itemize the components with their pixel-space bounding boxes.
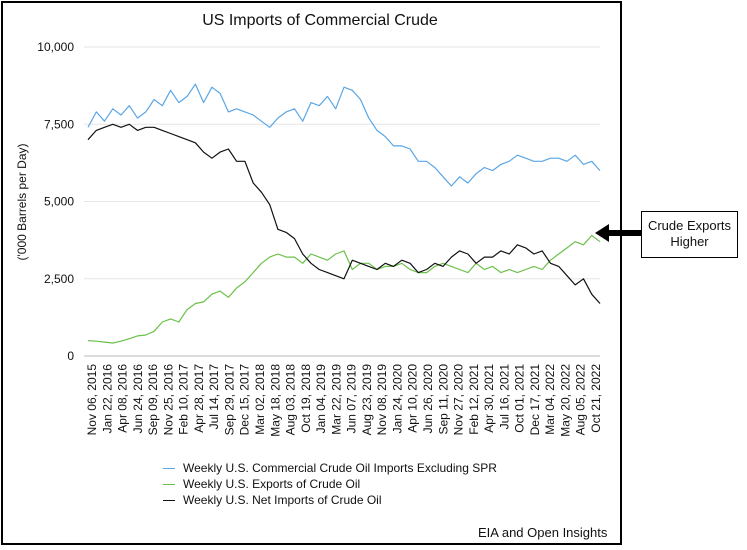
x-tick-label: Dec 17, 2021 [528,364,542,436]
callout-line-1: Crude Exports [647,218,732,233]
x-tick-label: Mar 04, 2022 [543,364,557,435]
y-tick-label: 2,500 [44,272,74,286]
x-tick-label: Mar 22, 2019 [329,364,343,435]
x-tick-label: Jan 24, 2020 [390,364,404,434]
x-tick-label: Aug 03, 2018 [284,364,298,436]
x-tick-label: Nov 06, 2015 [85,364,99,436]
y-axis-label: ('000 Barrels per Day) [15,143,29,260]
x-tick-label: Jul 14, 2017 [207,364,221,430]
y-tick-label: 10,000 [37,40,74,54]
x-tick-label: Feb 12, 2021 [467,364,481,435]
legend-swatch-exports [163,484,175,486]
x-tick-label: May 20, 2022 [558,364,572,437]
y-tick-label: 7,500 [44,117,74,131]
x-tick-label: Aug 23, 2019 [360,364,374,436]
x-tick-label: Oct 21, 2022 [589,364,603,433]
x-tick-label: May 18, 2018 [268,364,282,437]
chart-frame [1,1,622,545]
x-tick-label: Jun 26, 2020 [421,364,435,434]
series-lines [87,83,601,344]
x-tick-label: Apr 30, 2021 [482,364,496,433]
legend-item-imports: Weekly U.S. Commercial Crude Oil Imports… [163,460,497,476]
x-tick-label: Sep 29, 2017 [222,364,236,436]
x-tick-label: Feb 10, 2017 [177,364,191,435]
x-tick-label: Jan 22, 2016 [100,364,114,434]
legend-swatch-net-imports [163,500,175,502]
x-tick-label: Oct 01, 2021 [513,364,527,433]
series-line-1 [87,234,601,344]
y-tick-label: 0 [67,349,74,363]
x-tick-label: Jun 07, 2019 [345,364,359,434]
x-tick-label: Sep 11, 2020 [436,364,450,435]
gridlines [84,46,600,357]
source-label: EIA and Open Insights [478,525,608,540]
x-tick-label: Jan 04, 2019 [314,364,328,434]
x-axis-ticks: Nov 06, 2015 Jan 22, 2016 Apr 08, 2016 Jun … [85,364,603,437]
legend: Weekly U.S. Commercial Crude Oil Imports… [163,460,497,508]
callout-line-2: Higher [670,234,709,249]
legend-swatch-imports [163,468,175,470]
x-tick-label: Sep 09, 2016 [146,364,160,436]
callout-box: Crude Exports Higher [641,211,738,258]
x-tick-label: Jun 24, 2016 [131,364,145,434]
y-axis-ticks: 0 2,500 5,000 7,500 10,000 [37,40,74,363]
x-tick-label: Dec 15, 2017 [238,364,252,436]
x-tick-label: Nov 25, 2016 [161,364,175,436]
x-tick-label: Nov 27, 2020 [452,364,466,436]
x-tick-label: Aug 05, 2022 [574,364,588,436]
x-tick-label: Nov 08, 2019 [375,364,389,436]
x-tick-label: Apr 28, 2017 [192,364,206,433]
x-tick-label: Apr 08, 2016 [116,364,130,433]
x-tick-label: Jul 16, 2021 [497,364,511,430]
series-line-2 [87,123,601,304]
x-tick-label: Mar 02, 2018 [253,364,267,435]
x-tick-label: Apr 10, 2020 [406,364,420,433]
chart-title: US Imports of Commercial Crude [202,12,438,29]
y-tick-label: 5,000 [44,195,74,209]
legend-item-exports: Weekly U.S. Exports of Crude Oil [163,476,497,492]
series-line-0 [87,83,601,187]
x-tick-label: Oct 19, 2018 [299,364,313,433]
left-arrow-icon [595,224,641,242]
legend-item-net-imports: Weekly U.S. Net Imports of Crude Oil [163,492,497,508]
